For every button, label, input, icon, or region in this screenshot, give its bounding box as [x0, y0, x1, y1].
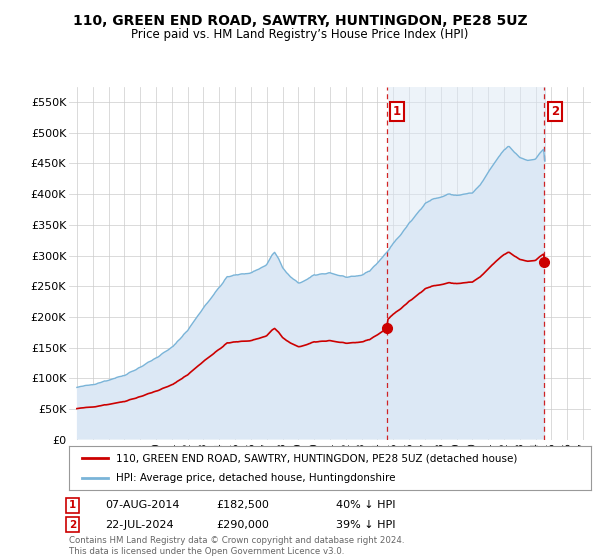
- Text: HPI: Average price, detached house, Huntingdonshire: HPI: Average price, detached house, Hunt…: [116, 473, 395, 483]
- Text: 1: 1: [69, 500, 76, 510]
- Text: £182,500: £182,500: [216, 500, 269, 510]
- Text: Contains HM Land Registry data © Crown copyright and database right 2024.
This d: Contains HM Land Registry data © Crown c…: [69, 536, 404, 556]
- Text: £290,000: £290,000: [216, 520, 269, 530]
- Text: 22-JUL-2024: 22-JUL-2024: [105, 520, 173, 530]
- Text: 39% ↓ HPI: 39% ↓ HPI: [336, 520, 395, 530]
- Text: Price paid vs. HM Land Registry’s House Price Index (HPI): Price paid vs. HM Land Registry’s House …: [131, 28, 469, 41]
- Text: 1: 1: [393, 105, 401, 118]
- Text: 2: 2: [69, 520, 76, 530]
- Text: 40% ↓ HPI: 40% ↓ HPI: [336, 500, 395, 510]
- Text: 2: 2: [551, 105, 559, 118]
- Text: 110, GREEN END ROAD, SAWTRY, HUNTINGDON, PE28 5UZ (detached house): 110, GREEN END ROAD, SAWTRY, HUNTINGDON,…: [116, 453, 517, 463]
- Text: 07-AUG-2014: 07-AUG-2014: [105, 500, 179, 510]
- Text: 110, GREEN END ROAD, SAWTRY, HUNTINGDON, PE28 5UZ: 110, GREEN END ROAD, SAWTRY, HUNTINGDON,…: [73, 14, 527, 28]
